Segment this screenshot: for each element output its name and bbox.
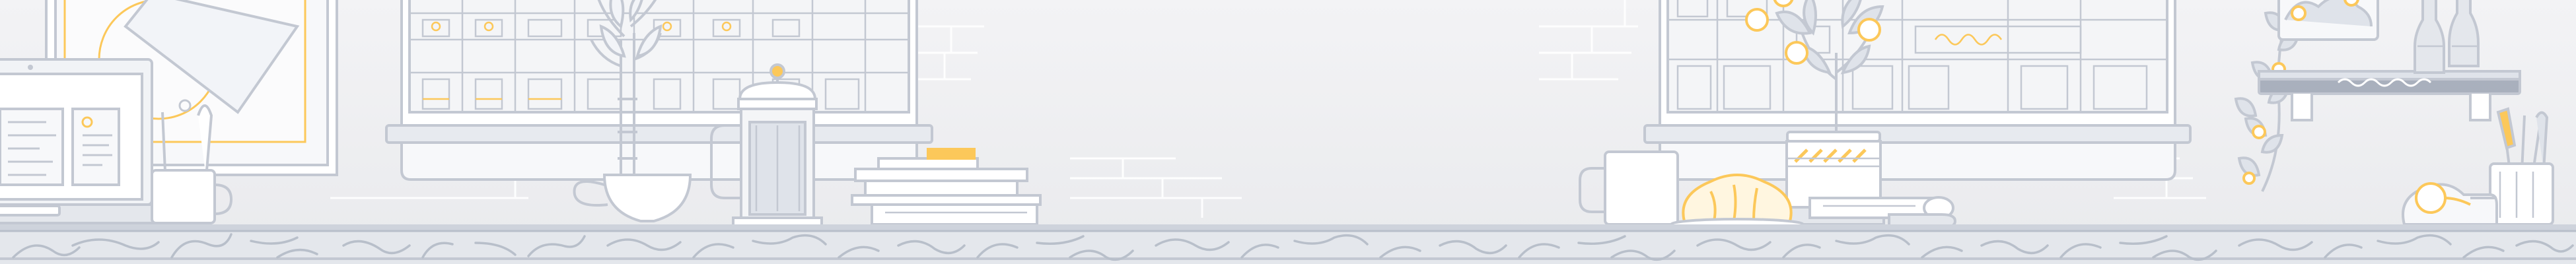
wood-grain <box>12 233 2574 261</box>
pencil-cup-icon <box>151 104 233 224</box>
plant-vase-icon <box>590 0 662 178</box>
laptop-icon <box>0 58 174 224</box>
bottle-icon <box>2414 0 2480 74</box>
wall-shelf-icon <box>2258 0 2521 121</box>
window-icon <box>385 0 933 181</box>
window-icon <box>1643 0 2192 181</box>
tea-cup-icon <box>573 174 692 222</box>
desk-counter <box>0 224 2576 264</box>
rolled-paper-icon <box>1808 196 1957 229</box>
book-stack-icon <box>851 148 1042 226</box>
french-press-icon <box>710 63 823 227</box>
tape-dispenser-icon <box>2402 182 2498 226</box>
